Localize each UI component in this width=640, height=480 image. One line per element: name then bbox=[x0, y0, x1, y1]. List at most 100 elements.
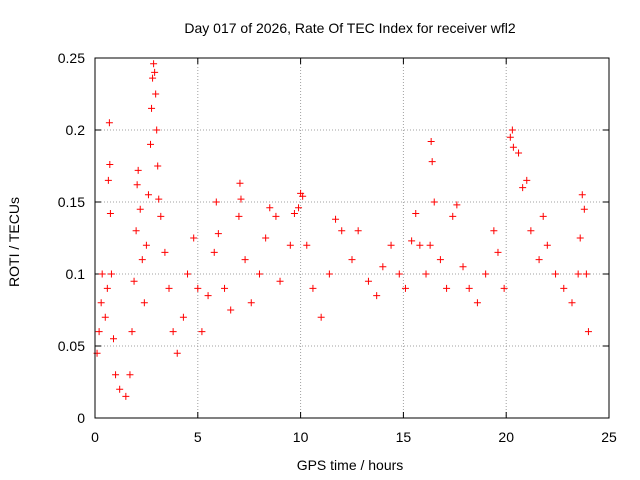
data-point bbox=[387, 241, 395, 249]
data-point bbox=[408, 237, 416, 245]
data-point bbox=[539, 212, 547, 220]
data-point bbox=[112, 371, 120, 379]
data-point bbox=[236, 179, 244, 187]
data-point bbox=[500, 284, 508, 292]
data-point bbox=[286, 241, 294, 249]
x-tick-label: 20 bbox=[498, 429, 514, 445]
data-point bbox=[134, 166, 142, 174]
data-point bbox=[582, 270, 590, 278]
data-point bbox=[262, 234, 270, 242]
data-point bbox=[459, 263, 467, 271]
data-point bbox=[151, 68, 159, 76]
data-point bbox=[508, 126, 516, 134]
data-point bbox=[221, 284, 229, 292]
data-point bbox=[110, 335, 118, 343]
data-point bbox=[584, 328, 592, 336]
data-point bbox=[527, 227, 535, 235]
data-point bbox=[354, 227, 362, 235]
data-point bbox=[430, 198, 438, 206]
x-axis-label: GPS time / hours bbox=[297, 457, 404, 473]
data-point bbox=[519, 184, 527, 192]
data-point bbox=[266, 204, 274, 212]
y-axis-label: ROTI / TECUs bbox=[6, 197, 22, 287]
data-point bbox=[107, 270, 115, 278]
data-point bbox=[515, 149, 523, 157]
data-point bbox=[237, 195, 245, 203]
data-point bbox=[101, 313, 109, 321]
data-point bbox=[543, 241, 551, 249]
data-point bbox=[364, 277, 372, 285]
data-point bbox=[136, 205, 144, 213]
data-point bbox=[133, 181, 141, 189]
data-point bbox=[395, 270, 403, 278]
data-point bbox=[494, 248, 502, 256]
data-point bbox=[214, 230, 222, 238]
data-point bbox=[568, 299, 576, 307]
data-point bbox=[142, 241, 150, 249]
data-point bbox=[106, 161, 114, 169]
data-point bbox=[152, 90, 160, 98]
data-point bbox=[104, 176, 112, 184]
data-point bbox=[276, 277, 284, 285]
data-point bbox=[426, 241, 434, 249]
data-point bbox=[490, 227, 498, 235]
data-point bbox=[103, 284, 111, 292]
data-point bbox=[106, 210, 114, 218]
y-tick-label: 0.15 bbox=[58, 194, 85, 210]
data-point bbox=[165, 284, 173, 292]
y-tick-label: 0 bbox=[77, 410, 85, 426]
data-point bbox=[416, 241, 424, 249]
data-point bbox=[132, 227, 140, 235]
data-point bbox=[373, 292, 381, 300]
data-point bbox=[154, 162, 162, 170]
data-point bbox=[535, 256, 543, 264]
data-point bbox=[97, 299, 105, 307]
data-point bbox=[379, 263, 387, 271]
grid-lines bbox=[95, 58, 609, 418]
data-point bbox=[144, 191, 152, 199]
data-point bbox=[255, 270, 263, 278]
data-point bbox=[427, 138, 435, 146]
data-point bbox=[122, 392, 130, 400]
data-point bbox=[98, 270, 106, 278]
x-tick-label: 0 bbox=[91, 429, 99, 445]
data-point bbox=[126, 371, 134, 379]
data-point bbox=[332, 215, 340, 223]
data-point bbox=[348, 256, 356, 264]
data-point bbox=[140, 299, 148, 307]
data-point bbox=[130, 277, 138, 285]
data-point bbox=[309, 284, 317, 292]
data-point bbox=[443, 284, 451, 292]
data-point bbox=[574, 270, 582, 278]
data-point bbox=[453, 201, 461, 209]
data-point bbox=[552, 270, 560, 278]
data-point bbox=[149, 74, 157, 82]
data-point bbox=[184, 270, 192, 278]
data-point bbox=[290, 210, 298, 218]
data-point bbox=[580, 205, 588, 213]
x-tick-label: 15 bbox=[396, 429, 412, 445]
data-point bbox=[105, 119, 113, 127]
axes: 0 5 10 15 20 25 0 0.05 0.1 0.15 0.2 0.25 bbox=[58, 50, 617, 445]
data-point bbox=[198, 328, 206, 336]
data-point bbox=[428, 158, 436, 166]
data-point bbox=[401, 284, 409, 292]
data-point bbox=[169, 328, 177, 336]
data-point bbox=[506, 133, 514, 141]
data-point bbox=[155, 195, 163, 203]
data-point bbox=[241, 256, 249, 264]
data-point bbox=[578, 191, 586, 199]
plot-frame bbox=[94, 57, 610, 419]
data-point bbox=[325, 270, 333, 278]
data-point bbox=[473, 299, 481, 307]
data-point bbox=[95, 328, 103, 336]
data-point bbox=[161, 248, 169, 256]
data-point bbox=[116, 385, 124, 393]
data-point bbox=[338, 227, 346, 235]
data-point bbox=[247, 299, 255, 307]
data-point bbox=[190, 234, 198, 242]
data-point bbox=[465, 284, 473, 292]
data-point bbox=[295, 204, 303, 212]
data-point bbox=[235, 212, 243, 220]
